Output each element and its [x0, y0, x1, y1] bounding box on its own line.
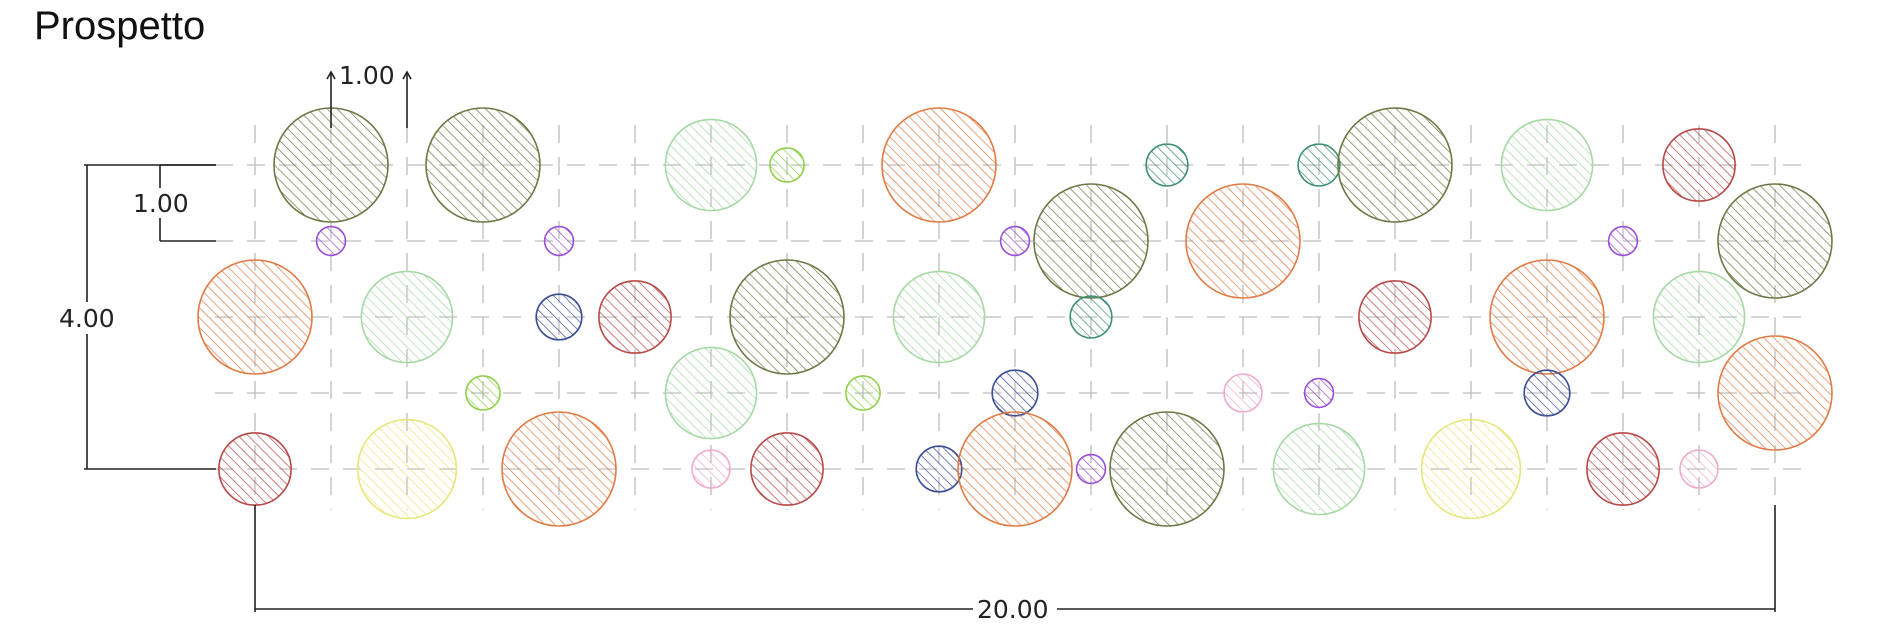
circle-red — [1358, 280, 1432, 354]
circle-orange — [1489, 259, 1605, 375]
circle-purple — [1075, 453, 1107, 485]
circle-olive — [1717, 183, 1833, 299]
circle-olive — [1033, 183, 1149, 299]
circle-pink — [1679, 449, 1719, 489]
circles-layer — [197, 107, 1833, 527]
circle-teal — [1069, 295, 1113, 339]
circle-lightgreen — [360, 270, 454, 364]
circle-orange — [1717, 335, 1833, 451]
circle-teal — [1145, 143, 1189, 187]
dimension-label-left-spacing: 1.00 — [133, 189, 189, 218]
page-title: Prospetto — [34, 4, 206, 48]
circle-lightgreen — [1272, 422, 1366, 516]
circle-purple — [543, 225, 575, 257]
circle-blue — [991, 369, 1039, 417]
dimension-width — [254, 505, 1776, 612]
circle-lime — [845, 375, 881, 411]
circle-red — [1662, 128, 1736, 202]
circle-lightgreen — [1500, 118, 1594, 212]
circle-yellow — [356, 418, 458, 520]
circle-blue — [535, 293, 583, 341]
circle-blue — [1523, 369, 1571, 417]
circle-red — [218, 432, 292, 506]
circle-purple — [999, 225, 1031, 257]
circle-pink — [1223, 373, 1263, 413]
circle-red — [1586, 432, 1660, 506]
circle-purple — [315, 225, 347, 257]
dimension-label-width: 20.00 — [977, 595, 1049, 624]
dimension-label-height: 4.00 — [59, 304, 115, 333]
circle-olive — [1337, 107, 1453, 223]
circle-olive — [1109, 411, 1225, 527]
circle-lightgreen — [664, 118, 758, 212]
circle-lime — [465, 375, 501, 411]
circle-olive — [729, 259, 845, 375]
circle-purple — [1303, 377, 1335, 409]
circle-pink — [691, 449, 731, 489]
circle-olive — [425, 107, 541, 223]
circle-lime — [769, 147, 805, 183]
circle-lightgreen — [892, 270, 986, 364]
dimension-top-spacing — [326, 70, 412, 128]
circle-yellow — [1420, 418, 1522, 520]
circle-lightgreen — [664, 346, 758, 440]
circle-orange — [197, 259, 313, 375]
dimension-label-top-spacing: 1.00 — [339, 61, 395, 90]
circle-blue — [915, 445, 963, 493]
circle-red — [598, 280, 672, 354]
circle-orange — [501, 411, 617, 527]
circle-purple — [1607, 225, 1639, 257]
circle-orange — [1185, 183, 1301, 299]
circle-lightgreen — [1652, 270, 1746, 364]
dimension-height — [84, 164, 216, 470]
circle-teal — [1297, 143, 1341, 187]
circle-orange — [957, 411, 1073, 527]
circle-red — [750, 432, 824, 506]
circle-orange — [881, 107, 997, 223]
